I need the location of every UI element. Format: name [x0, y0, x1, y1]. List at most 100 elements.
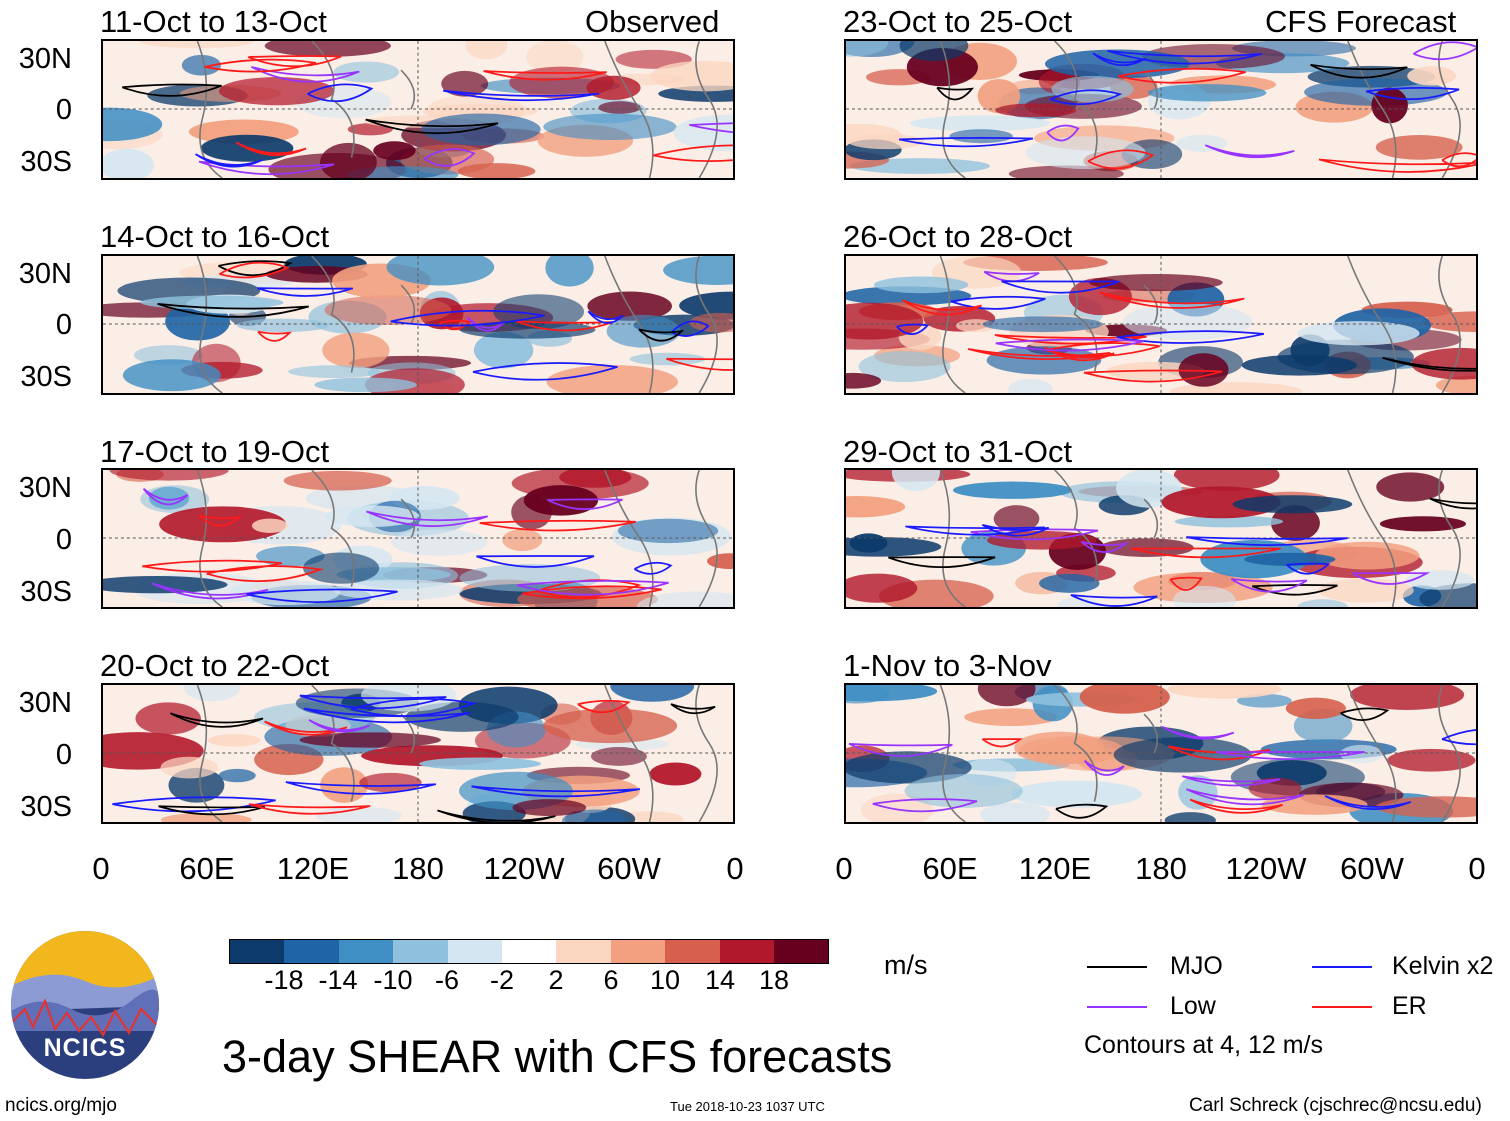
shear-blob: [1174, 515, 1284, 528]
coastline: [1438, 470, 1461, 607]
shear-blob: [465, 41, 508, 60]
xtick-right-120e: 120E: [1018, 851, 1092, 886]
contour-line: [479, 519, 637, 532]
shear-blob: [846, 372, 882, 389]
shear-blob: [949, 129, 1013, 144]
contour-line: [246, 588, 398, 603]
contour-line: [1080, 540, 1129, 553]
shear-blob: [1113, 737, 1252, 773]
shear-blob: [1297, 321, 1420, 346]
shear-blob: [1379, 516, 1466, 532]
shear-blob: [598, 101, 641, 114]
legend-kelvin-label: Kelvin x2: [1392, 952, 1494, 980]
footer-url[interactable]: ncics.org/mjo: [5, 1095, 117, 1116]
colorbar-swatch-4: [447, 940, 502, 963]
contour-line: [1413, 41, 1476, 61]
shear-blob: [679, 291, 733, 320]
shear-blob: [1164, 812, 1216, 822]
contour-line: [1070, 594, 1158, 607]
main-title: 3-day SHEAR with CFS forecasts: [222, 1031, 893, 1082]
ytick-30n-3: 30N: [18, 472, 72, 504]
legend-low-label: Low: [1170, 992, 1216, 1020]
contour-line: [257, 330, 292, 342]
shear-blob: [1375, 135, 1463, 160]
shear-blob: [1297, 599, 1348, 607]
panel-title-obs-2: 14-Oct to 16-Oct: [100, 219, 330, 254]
contour-line: [1429, 497, 1476, 510]
coastline: [695, 256, 718, 393]
shear-blob: [405, 701, 519, 732]
shear-blob: [373, 141, 416, 161]
contour-line: [264, 720, 348, 736]
shear-blob: [1244, 552, 1336, 566]
shear-blob: [617, 518, 719, 544]
shear-blob: [386, 256, 495, 286]
ytick-30n-1: 30N: [18, 43, 72, 75]
xtick-left-0: 0: [92, 851, 110, 886]
cbtick-6: 6: [603, 965, 619, 995]
contour-line: [1310, 63, 1408, 79]
shear-blob: [315, 806, 402, 822]
legend-er-label: ER: [1392, 992, 1427, 1020]
coastline: [1054, 41, 1098, 158]
contour-line: [307, 83, 374, 103]
shear-blob: [1051, 75, 1134, 103]
xtick-left-180: 180: [392, 851, 444, 886]
cbtick-7: 10: [649, 965, 681, 995]
shear-blob: [610, 685, 695, 702]
xtick-left-0b: 0: [726, 851, 744, 886]
contour-line: [157, 303, 309, 318]
contour-line: [206, 565, 324, 583]
shear-blob: [457, 163, 536, 178]
xtick-right-60w: 60W: [1340, 851, 1404, 886]
shear-blob: [1435, 375, 1476, 393]
shear-blob: [135, 702, 201, 735]
shear-blob: [264, 41, 391, 57]
shear-blob: [995, 103, 1077, 118]
legend-note: Contours at 4, 12 m/s: [1084, 1031, 1324, 1059]
contour-line: [476, 555, 595, 568]
ncics-logo: NCICS: [11, 931, 159, 1079]
ytick-0-4: 0: [55, 739, 72, 771]
contour-line: [483, 70, 607, 81]
map-panel-fc-4: [844, 683, 1478, 824]
shear-blob: [980, 802, 1050, 822]
contour-line: [1107, 49, 1263, 65]
shear-blob: [1376, 472, 1445, 502]
shear-blob: [545, 256, 594, 287]
shear-blob: [181, 54, 221, 76]
contour-line: [472, 362, 618, 381]
coastline: [1054, 256, 1098, 373]
contour-line: [888, 556, 996, 568]
contour-line: [936, 86, 975, 101]
shear-blob: [218, 77, 335, 106]
shear-blob: [636, 591, 733, 607]
contour-line: [1099, 291, 1245, 309]
shear-blob: [160, 812, 252, 822]
contour-line: [1186, 536, 1348, 546]
shear-blob: [591, 746, 647, 766]
shear-blob: [1172, 585, 1236, 607]
contour-line: [638, 328, 685, 342]
contour-line: [1161, 725, 1235, 740]
coastline: [1143, 713, 1159, 754]
cbtick-2: -10: [373, 965, 413, 995]
contour-line: [1382, 356, 1476, 372]
shear-blob: [421, 113, 541, 146]
shear-blob: [1089, 273, 1223, 292]
map-panel-obs-4: [101, 683, 735, 824]
legend-kelvin-line: [1312, 966, 1372, 968]
contour-line: [1092, 52, 1147, 67]
colorbar-swatch-7: [610, 940, 666, 963]
contour-line: [442, 89, 600, 102]
shear-blob: [122, 359, 221, 392]
shear-blob: [509, 66, 615, 99]
contour-line: [1318, 158, 1476, 173]
contour-line: [1441, 152, 1476, 168]
contour-line: [218, 260, 293, 277]
coastline: [1143, 498, 1159, 539]
colorbar-swatch-3: [393, 940, 448, 963]
contour-line: [219, 261, 290, 279]
contour-line: [1050, 89, 1123, 106]
contour-line: [872, 798, 978, 813]
